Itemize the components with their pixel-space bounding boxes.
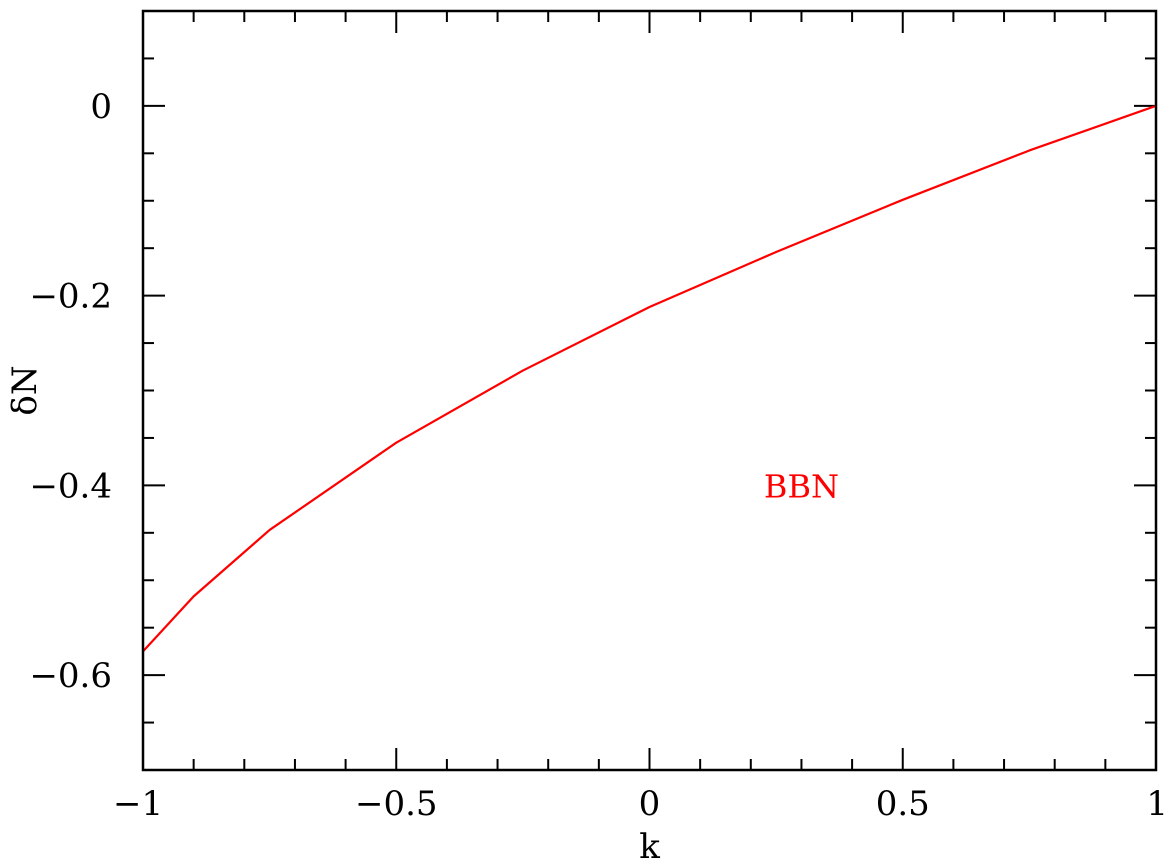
- y-tick-label: 0: [90, 87, 112, 127]
- annotation-label: BBN: [764, 467, 839, 505]
- plot-frame: [141, 9, 1158, 772]
- series-group: [142, 104, 1157, 653]
- x-axis-label: k: [639, 827, 660, 865]
- tick-marks: [142, 10, 1157, 771]
- y-tick-label: −0.4: [29, 466, 112, 506]
- x-tick-label: 0: [639, 784, 661, 824]
- annotations: BBN: [764, 467, 839, 505]
- x-tick-label: 0.5: [876, 784, 930, 824]
- x-tick-label: 1: [1146, 784, 1168, 824]
- x-tick-label: −0.5: [355, 784, 438, 824]
- series-line: [142, 104, 1157, 653]
- y-tick-label: −0.6: [29, 656, 112, 696]
- y-axis-label: δN: [5, 365, 45, 415]
- tick-labels: −1 −0.5 0 0.5 1 0 −0.2 −0.4 −0.6: [29, 87, 1168, 824]
- x-tick-label: −1: [113, 784, 163, 824]
- y-tick-label: −0.2: [29, 277, 112, 317]
